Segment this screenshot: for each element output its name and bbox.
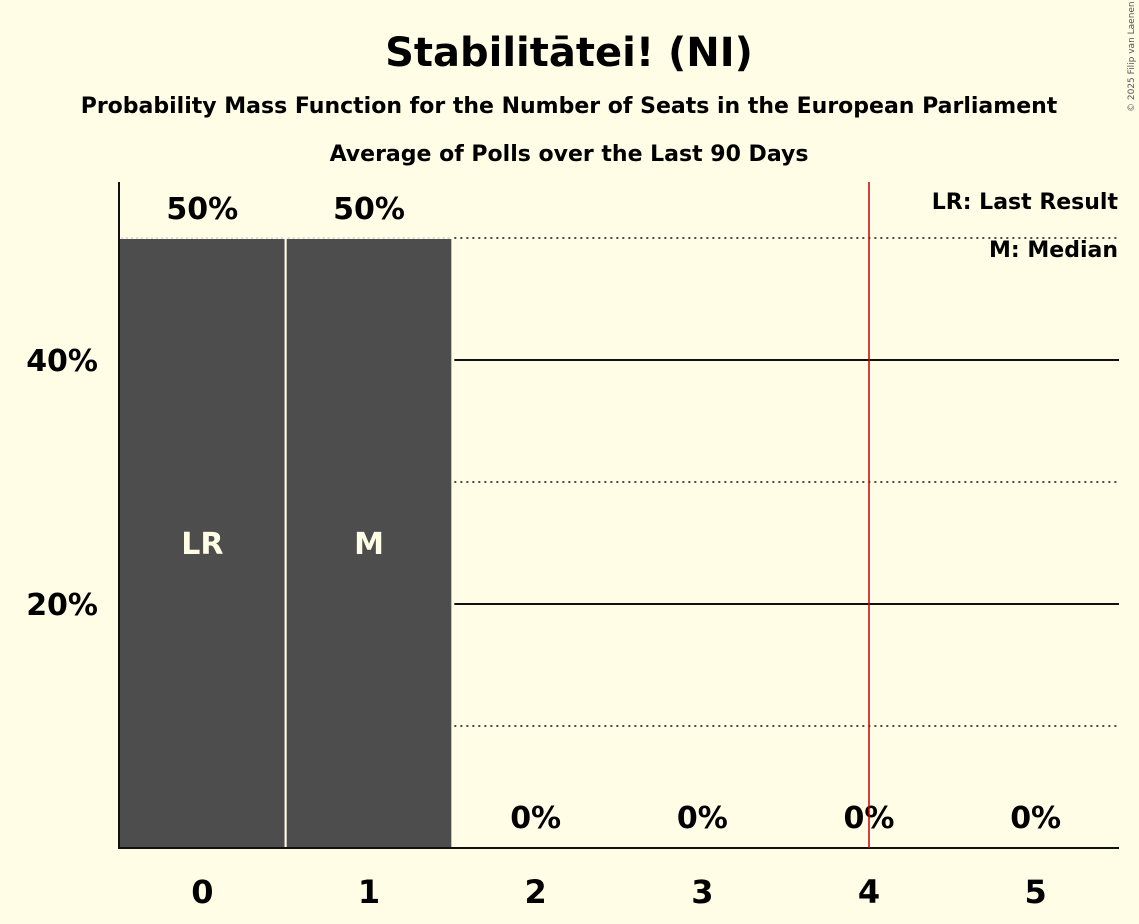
bar-0 bbox=[118, 237, 287, 849]
bar-mark-m: M bbox=[354, 527, 384, 562]
data-label: 0% bbox=[510, 801, 561, 836]
x-tick-label: 2 bbox=[525, 873, 547, 911]
copyright: © 2025 Filip van Laenen bbox=[1127, 1, 1137, 112]
data-label: 50% bbox=[333, 192, 405, 227]
y-tick-label: 40% bbox=[26, 344, 98, 379]
x-tick-label: 1 bbox=[358, 873, 380, 911]
y-axis-ticks: 20% 40% bbox=[26, 344, 98, 623]
x-tick-label: 0 bbox=[191, 873, 213, 911]
data-label: 50% bbox=[166, 192, 238, 227]
data-label: 0% bbox=[677, 801, 728, 836]
x-tick-label: 3 bbox=[691, 873, 713, 911]
legend-last-result: LR: Last Result bbox=[932, 190, 1119, 215]
x-tick-label: 5 bbox=[1025, 873, 1047, 911]
y-tick-label: 20% bbox=[26, 588, 98, 623]
chart-subtitle: Probability Mass Function for the Number… bbox=[81, 94, 1058, 119]
chart-title: Stabilitātei! (NI) bbox=[385, 30, 753, 76]
bar-mark-lr: LR bbox=[181, 527, 223, 562]
data-labels: 50% 50%0% 0% 0% 0% bbox=[166, 192, 1061, 836]
gridlines bbox=[454, 237, 1119, 727]
x-axis-ticks: 0 1 2 3 4 5 bbox=[191, 873, 1047, 911]
x-tick-label: 4 bbox=[858, 873, 880, 911]
chart-subtitle-2: Average of Polls over the Last 90 Days bbox=[330, 142, 809, 167]
bar-1 bbox=[284, 237, 454, 849]
bars: LR M bbox=[118, 237, 454, 849]
data-label: 0% bbox=[1010, 801, 1061, 836]
legend-median: M: Median bbox=[989, 238, 1118, 263]
